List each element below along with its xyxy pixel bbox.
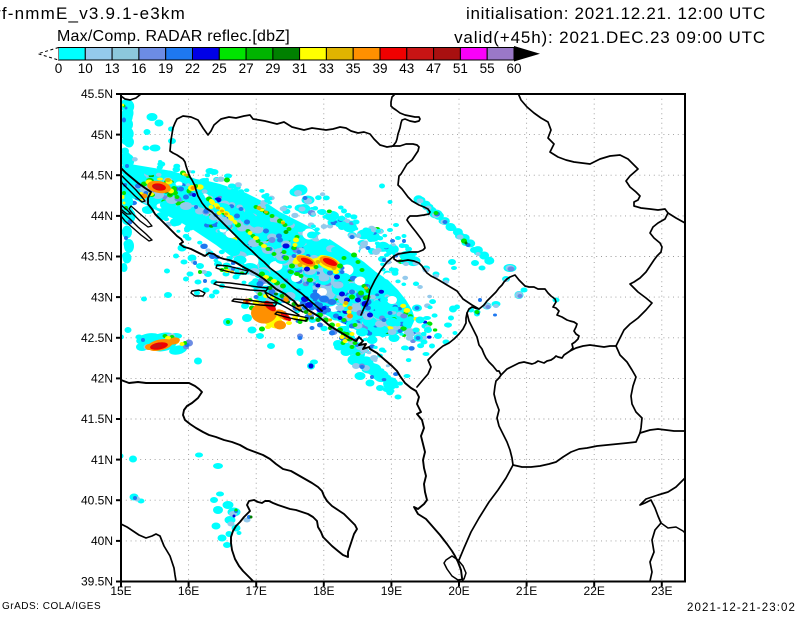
svg-text:16E: 16E (178, 584, 199, 598)
svg-text:initialisation: 2021.12.21. 12: initialisation: 2021.12.21. 12:00 UTC (466, 4, 766, 23)
svg-text:13: 13 (105, 61, 120, 76)
svg-text:19E: 19E (381, 584, 402, 598)
svg-text:27: 27 (239, 61, 254, 76)
svg-text:23E: 23E (651, 584, 672, 598)
svg-text:40.5N: 40.5N (81, 493, 113, 507)
svg-text:valid(+45h): 2021.DEC.23 09:00: valid(+45h): 2021.DEC.23 09:00 UTC (454, 28, 766, 47)
svg-text:33: 33 (319, 61, 334, 76)
svg-text:43.5N: 43.5N (81, 250, 113, 264)
svg-text:22E: 22E (584, 584, 605, 598)
svg-text:GrADS: COLA/IGES: GrADS: COLA/IGES (2, 601, 101, 612)
svg-text:44N: 44N (91, 209, 113, 223)
svg-text:43: 43 (399, 61, 414, 76)
svg-text:29: 29 (265, 61, 280, 76)
svg-text:25: 25 (212, 61, 227, 76)
svg-text:17E: 17E (246, 584, 267, 598)
svg-text:45N: 45N (91, 128, 113, 142)
svg-text:0: 0 (55, 61, 63, 76)
svg-text:21E: 21E (516, 584, 537, 598)
svg-text:10: 10 (78, 61, 93, 76)
svg-text:2021-12-21-23:02: 2021-12-21-23:02 (687, 602, 796, 614)
svg-text:rf-nmmE_v3.9.1-e3km: rf-nmmE_v3.9.1-e3km (0, 4, 186, 23)
svg-text:20E: 20E (448, 584, 469, 598)
svg-text:44.5N: 44.5N (81, 168, 113, 182)
svg-text:15E: 15E (110, 584, 131, 598)
svg-text:55: 55 (480, 61, 495, 76)
svg-text:Max/Comp. RADAR reflec.[dbZ]: Max/Comp. RADAR reflec.[dbZ] (57, 28, 290, 45)
svg-text:47: 47 (426, 61, 441, 76)
svg-text:41N: 41N (91, 453, 113, 467)
svg-text:60: 60 (506, 61, 521, 76)
svg-text:16: 16 (131, 61, 146, 76)
svg-text:45.5N: 45.5N (81, 87, 113, 101)
svg-text:41.5N: 41.5N (81, 412, 113, 426)
svg-text:18E: 18E (313, 584, 334, 598)
svg-text:39: 39 (372, 61, 387, 76)
svg-text:42N: 42N (91, 372, 113, 386)
svg-text:40N: 40N (91, 534, 113, 548)
svg-text:43N: 43N (91, 290, 113, 304)
svg-text:19: 19 (158, 61, 173, 76)
svg-text:42.5N: 42.5N (81, 331, 113, 345)
svg-text:35: 35 (346, 61, 361, 76)
svg-text:51: 51 (453, 61, 468, 76)
svg-text:22: 22 (185, 61, 200, 76)
svg-text:39.5N: 39.5N (81, 575, 113, 589)
svg-text:31: 31 (292, 61, 307, 76)
